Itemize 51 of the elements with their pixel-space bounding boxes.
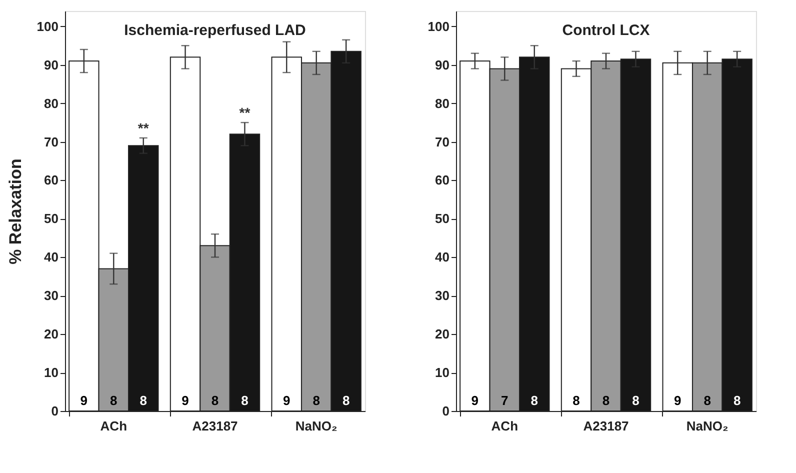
x-tick-label: A23187 xyxy=(192,418,238,434)
y-tick-label: 80 xyxy=(435,96,450,111)
y-tick-label: 70 xyxy=(435,134,450,150)
y-tick-label: 60 xyxy=(435,172,450,188)
annotation: 8 xyxy=(140,393,147,408)
annotation: 9 xyxy=(283,393,290,408)
y-tick-label: 70 xyxy=(44,134,58,150)
y-tick-label: 30 xyxy=(435,288,450,304)
y-tick-label: 0 xyxy=(51,404,58,418)
annotation: 9 xyxy=(471,393,479,408)
annotation: 8 xyxy=(241,393,248,408)
y-tick-label: 20 xyxy=(44,326,58,342)
y-tick-label: 40 xyxy=(435,250,450,265)
annotation: 8 xyxy=(530,393,538,408)
annotation: ** xyxy=(138,120,150,136)
x-tick-label: ACh xyxy=(491,418,518,434)
x-tick-label: ACh xyxy=(100,418,128,434)
y-tick-label: 30 xyxy=(44,288,58,304)
annotation: ** xyxy=(239,104,251,121)
annotation: 8 xyxy=(342,393,350,408)
annotation: 8 xyxy=(211,393,219,408)
y-tick-label: 40 xyxy=(44,250,58,265)
y-tick-label: 10 xyxy=(435,365,450,380)
y-tick-label: 100 xyxy=(36,18,58,34)
y-tick-label: 60 xyxy=(44,172,58,188)
annotation: 9 xyxy=(80,393,88,408)
y-tick-label: 50 xyxy=(435,211,450,226)
annotation: 7 xyxy=(501,393,508,408)
x-tick-label: NaNO₂ xyxy=(295,418,338,434)
y-tick-label: 90 xyxy=(435,57,450,72)
y-tick-label: 50 xyxy=(44,211,58,226)
annotation: 8 xyxy=(572,393,580,408)
y-tick-label: 80 xyxy=(44,96,58,111)
y-axis-title: % Relaxation xyxy=(6,158,25,264)
x-tick-label: NaNO₂ xyxy=(686,418,729,434)
y-tick-label: 90 xyxy=(44,57,58,72)
y-tick-label: 0 xyxy=(442,404,450,418)
annotation: 8 xyxy=(312,393,320,408)
annotation: 9 xyxy=(182,393,189,408)
annotation: 8 xyxy=(704,393,711,408)
annotation: 8 xyxy=(602,393,610,408)
text: Control LCX xyxy=(562,22,650,39)
annotation: 8 xyxy=(733,393,741,408)
annotation: 8 xyxy=(110,393,118,408)
annotation: 9 xyxy=(674,393,682,408)
text: Ischemia-reperfused LAD xyxy=(124,22,306,39)
annotation: 8 xyxy=(632,393,640,408)
y-tick-label: 20 xyxy=(435,326,450,342)
y-tick-label: 100 xyxy=(428,18,450,34)
x-tick-label: A23187 xyxy=(583,418,629,434)
y-tick-label: 10 xyxy=(44,365,58,380)
